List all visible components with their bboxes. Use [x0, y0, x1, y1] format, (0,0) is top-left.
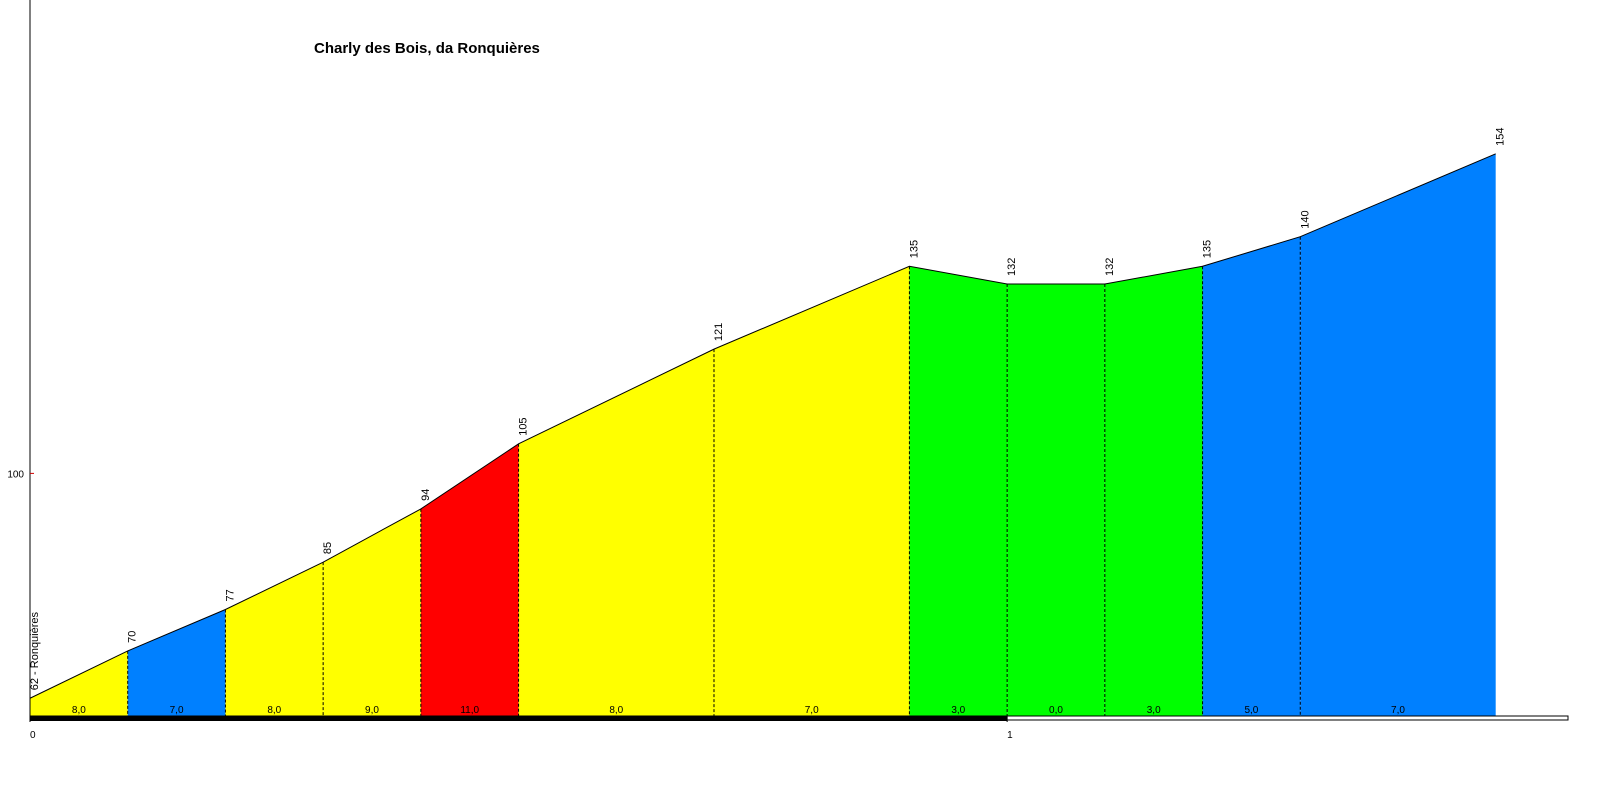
- elevation-label: 105: [518, 417, 530, 435]
- profile-segment: [30, 650, 128, 716]
- profile-segment: [1007, 284, 1105, 716]
- elevation-label: 154: [1495, 127, 1507, 145]
- x-tick-label: 1: [1007, 730, 1013, 741]
- gradient-label: 5,0: [1244, 705, 1258, 716]
- elevation-label: 132: [1104, 258, 1116, 276]
- gradient-label: 0,0: [1049, 705, 1063, 716]
- profile-segment: [225, 562, 324, 716]
- profile-segment: [420, 443, 519, 716]
- km-bar-black: [30, 716, 1008, 721]
- gradient-label: 3,0: [1147, 705, 1161, 716]
- gradient-label: 3,0: [951, 705, 965, 716]
- profile-segment: [713, 266, 910, 716]
- elevation-label: 85: [322, 542, 334, 554]
- elevation-label: 94: [420, 489, 432, 501]
- gradient-label: 8,0: [267, 705, 281, 716]
- gradient-label: 9,0: [365, 705, 379, 716]
- x-tick-label: 0: [30, 730, 36, 741]
- elevation-label: 62 - Ronquières: [29, 611, 41, 690]
- elevation-label: 140: [1299, 210, 1311, 228]
- elevation-label: 135: [908, 240, 920, 258]
- profile-segment: [1202, 236, 1301, 716]
- profile-segment: [518, 349, 714, 716]
- elevation-label: 121: [713, 323, 725, 341]
- gradient-label: 7,0: [1391, 705, 1405, 716]
- gradient-label: 8,0: [72, 705, 86, 716]
- gradient-label: 8,0: [609, 705, 623, 716]
- gradient-label: 7,0: [170, 705, 184, 716]
- profile-segment: [323, 508, 421, 716]
- elevation-label: 77: [224, 589, 236, 601]
- y-tick-label: 100: [7, 469, 24, 480]
- elevation-label: 70: [127, 631, 139, 643]
- elevation-label: 132: [1006, 258, 1018, 276]
- gradient-label: 11,0: [460, 705, 479, 716]
- gradient-label: 7,0: [805, 705, 819, 716]
- chart-title: Charly des Bois, da Ronquières: [314, 40, 540, 57]
- elevation-label: 135: [1202, 240, 1214, 258]
- profile-segment: [127, 609, 226, 716]
- profile-segment: [909, 266, 1008, 716]
- profile-segment: [1300, 153, 1496, 716]
- profile-segment: [1104, 266, 1203, 716]
